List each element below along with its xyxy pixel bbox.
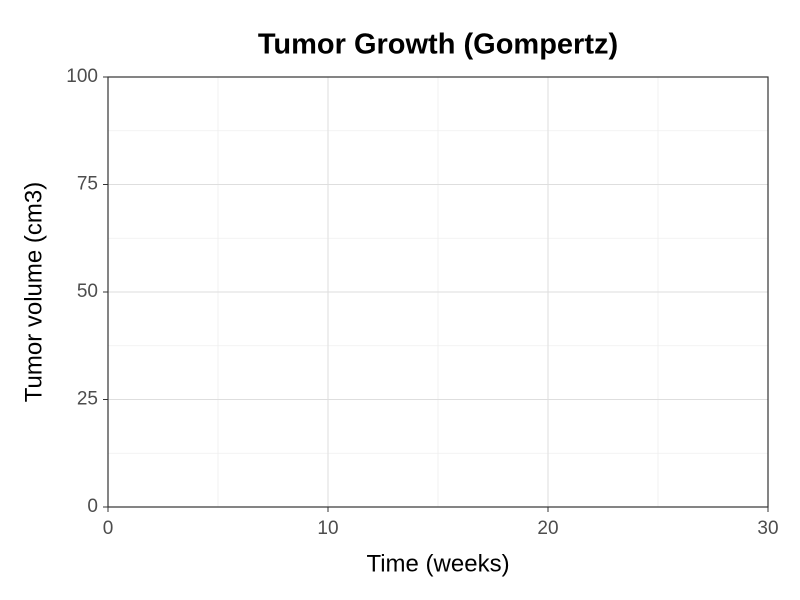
y-tick-label: 0 xyxy=(87,496,98,517)
y-tick-label: 25 xyxy=(77,389,98,410)
x-tick-label: 30 xyxy=(757,518,778,539)
y-tick-label: 50 xyxy=(77,281,98,302)
x-tick-label: 0 xyxy=(103,518,114,539)
y-tick-label: 100 xyxy=(66,66,98,87)
x-tick-label: 10 xyxy=(317,518,338,539)
y-axis-title: Tumor volume (cm3) xyxy=(20,182,47,402)
x-axis-title: Time (weeks) xyxy=(366,550,509,577)
panel-border xyxy=(107,76,769,508)
y-tick-label: 75 xyxy=(77,174,98,195)
chart-title: Tumor Growth (Gompertz) xyxy=(258,29,618,61)
x-tick-label: 20 xyxy=(537,518,558,539)
